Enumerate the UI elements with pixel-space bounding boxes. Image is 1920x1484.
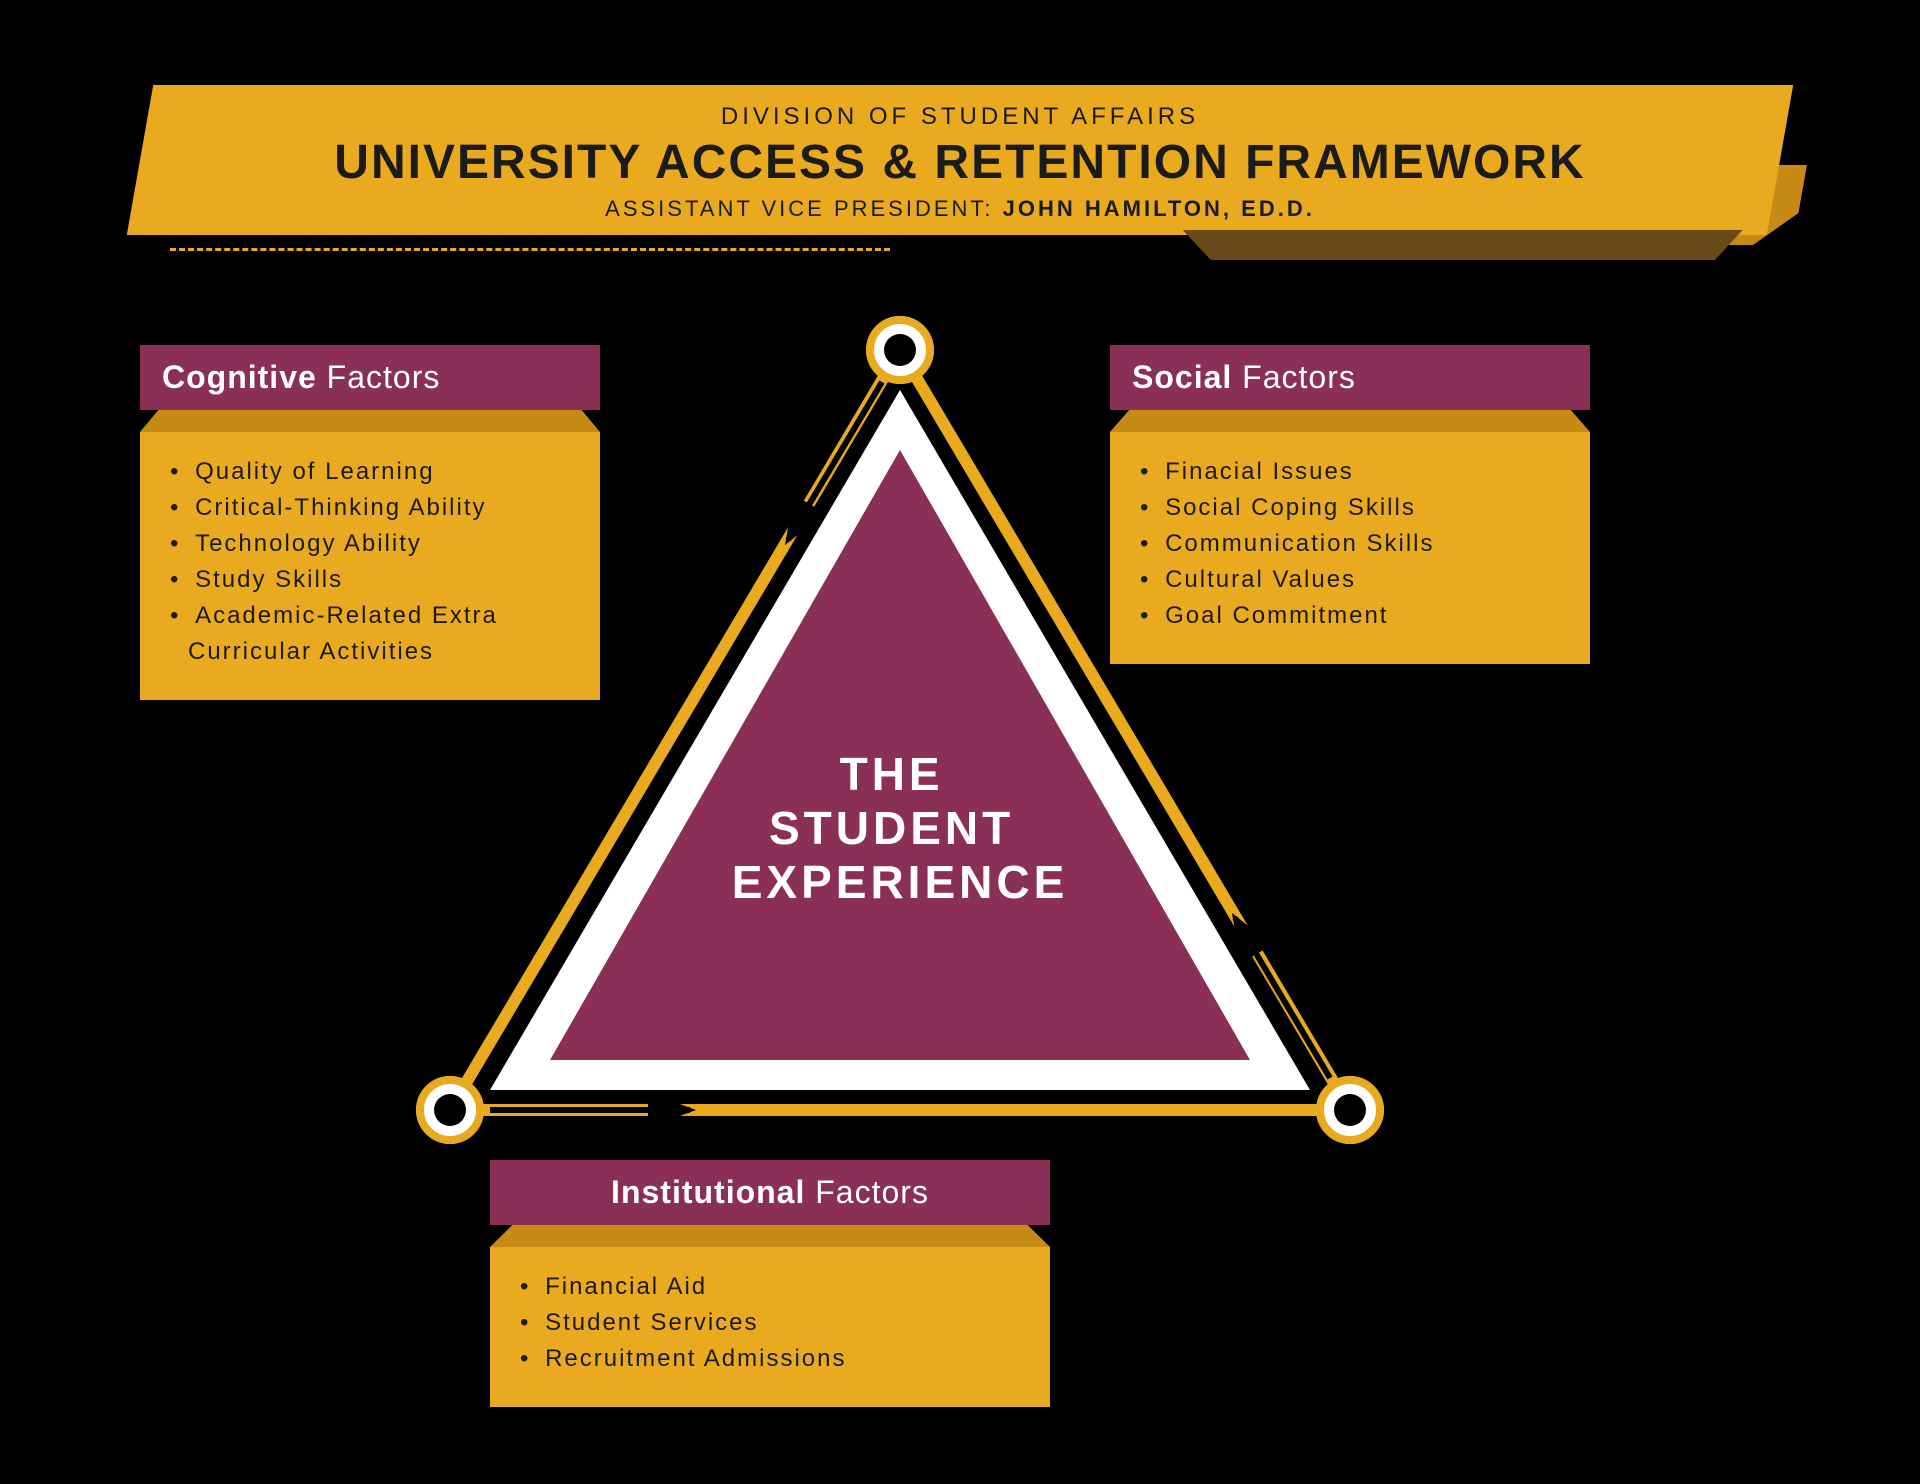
- card-institutional: Institutional Factors Financial Aid Stud…: [490, 1160, 1050, 1407]
- card-cognitive-title-bold: Cognitive: [162, 359, 317, 395]
- list-item: Student Services: [532, 1305, 1030, 1341]
- header-kicker: DIVISION OF STUDENT AFFAIRS: [140, 103, 1780, 131]
- vertex-top: [866, 316, 934, 384]
- triangle-svg: THE STUDENT EXPERIENCE: [390, 310, 1410, 1180]
- header-banner: DIVISION OF STUDENT AFFAIRS UNIVERSITY A…: [140, 85, 1780, 255]
- center-line-1: THE: [840, 748, 944, 800]
- list-item: Recruitment Admissions: [532, 1341, 1030, 1377]
- list-item: Financial Aid: [532, 1269, 1030, 1305]
- card-institutional-fold: [490, 1225, 1050, 1247]
- vertex-bottom-right: [1316, 1076, 1384, 1144]
- header-dashed-rule: [170, 248, 890, 251]
- triangle-diagram: THE STUDENT EXPERIENCE: [390, 310, 1410, 1180]
- header-sub-prefix: ASSISTANT VICE PRESIDENT:: [605, 196, 1002, 221]
- center-line-3: EXPERIENCE: [732, 856, 1069, 908]
- card-institutional-body: Financial Aid Student Services Recruitme…: [490, 1247, 1050, 1407]
- header-sub-name: JOHN HAMILTON, ED.D.: [1003, 196, 1315, 221]
- header-subtitle: ASSISTANT VICE PRESIDENT: JOHN HAMILTON,…: [140, 196, 1780, 222]
- card-institutional-list: Financial Aid Student Services Recruitme…: [514, 1269, 1030, 1377]
- center-line-2: STUDENT: [769, 802, 1014, 854]
- vertex-bottom-left: [416, 1076, 484, 1144]
- banner-underlap: [1177, 230, 1742, 260]
- header-title: UNIVERSITY ACCESS & RETENTION FRAMEWORK: [140, 135, 1780, 190]
